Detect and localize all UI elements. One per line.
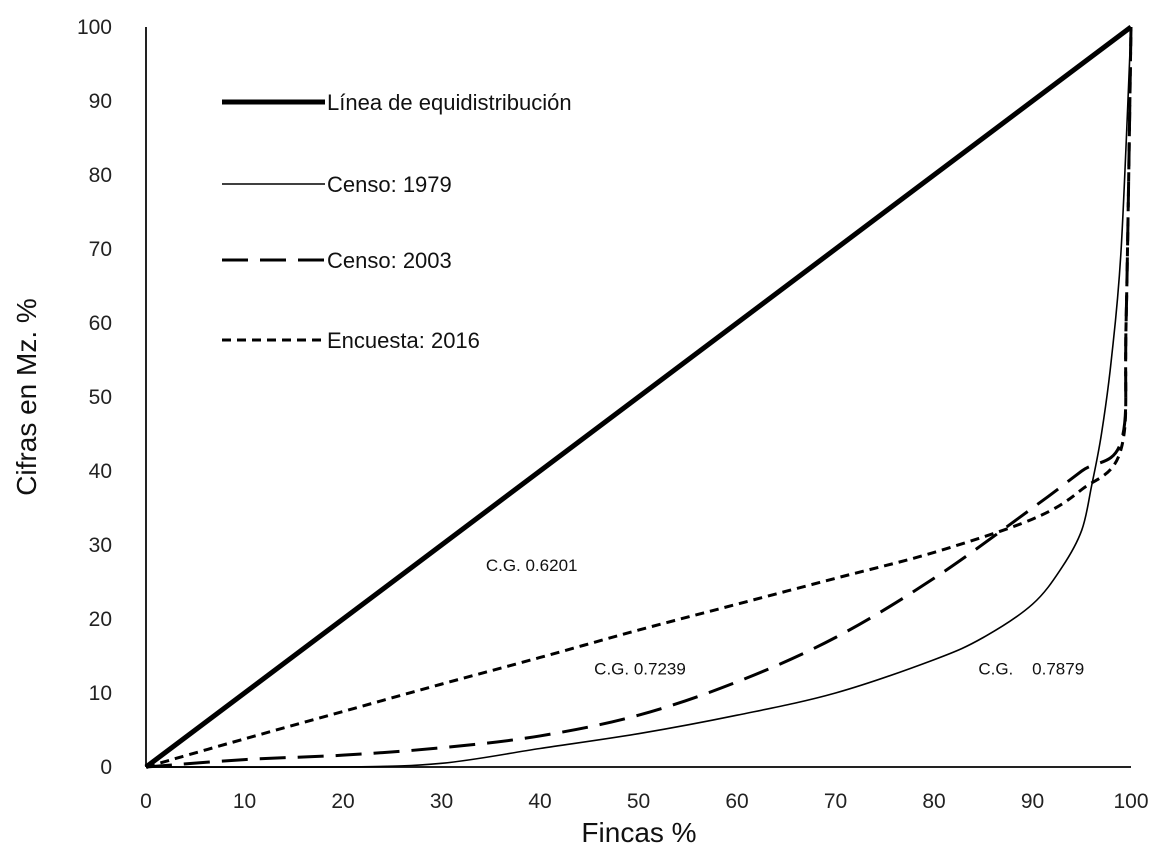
legend-label: Censo: 2003 bbox=[327, 248, 452, 273]
x-tick-label: 40 bbox=[528, 790, 551, 813]
y-tick-label: 70 bbox=[89, 238, 112, 261]
y-axis-title: Cifras en Mz. % bbox=[11, 298, 42, 496]
x-tick-label: 0 bbox=[140, 790, 152, 813]
gini-coefficient-label: C.G. 0.7879 bbox=[978, 660, 1084, 679]
legend-label: Línea de equidistribución bbox=[327, 90, 572, 115]
censo-2003-line bbox=[145, 26, 1133, 769]
x-tick-label: 80 bbox=[922, 790, 945, 813]
y-tick-label: 10 bbox=[89, 682, 112, 705]
y-tick-label: 50 bbox=[89, 386, 112, 409]
x-tick-label: 20 bbox=[331, 790, 354, 813]
legend-label: Encuesta: 2016 bbox=[327, 328, 480, 353]
y-tick-label: 80 bbox=[89, 164, 112, 187]
x-tick-label: 60 bbox=[725, 790, 748, 813]
x-axis-title: Fincas % bbox=[581, 817, 696, 848]
equidistribution-line bbox=[144, 25, 1133, 769]
x-tick-label: 30 bbox=[430, 790, 453, 813]
x-tick-label: 100 bbox=[1113, 790, 1148, 813]
annotations: C.G. 0.6201 C.G. 0.7239 C.G. 0.7879 bbox=[486, 556, 1084, 679]
gini-coefficient-label: C.G. 0.7239 bbox=[594, 660, 686, 679]
x-tick-labels: 0 10 20 30 40 50 60 70 80 90 100 bbox=[140, 790, 1148, 813]
y-tick-label: 20 bbox=[89, 608, 112, 631]
gini-coefficient-label: C.G. 0.6201 bbox=[486, 556, 578, 575]
x-tick-label: 70 bbox=[824, 790, 847, 813]
legend-label: Censo: 1979 bbox=[327, 172, 452, 197]
y-tick-label: 0 bbox=[100, 756, 112, 779]
y-tick-label: 60 bbox=[89, 312, 112, 335]
legend: Línea de equidistribución Censo: 1979 Cens… bbox=[222, 90, 572, 353]
y-tick-label: 30 bbox=[89, 534, 112, 557]
x-tick-label: 10 bbox=[233, 790, 256, 813]
censo-1979-line bbox=[145, 26, 1132, 769]
y-tick-label: 90 bbox=[89, 90, 112, 113]
x-tick-label: 50 bbox=[627, 790, 650, 813]
x-tick-label: 90 bbox=[1021, 790, 1044, 813]
y-tick-labels: 0 10 20 30 40 50 60 70 80 90 100 bbox=[77, 16, 112, 779]
y-tick-label: 40 bbox=[89, 460, 112, 483]
y-tick-label: 100 bbox=[77, 16, 112, 39]
encuesta-2016-line bbox=[145, 26, 1133, 769]
series-lines bbox=[144, 25, 1133, 769]
